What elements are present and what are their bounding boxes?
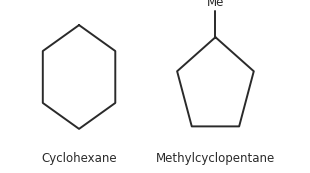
Text: Me: Me <box>207 0 224 9</box>
Text: Methylcyclopentane: Methylcyclopentane <box>156 152 275 165</box>
Text: Cyclohexane: Cyclohexane <box>41 152 117 165</box>
